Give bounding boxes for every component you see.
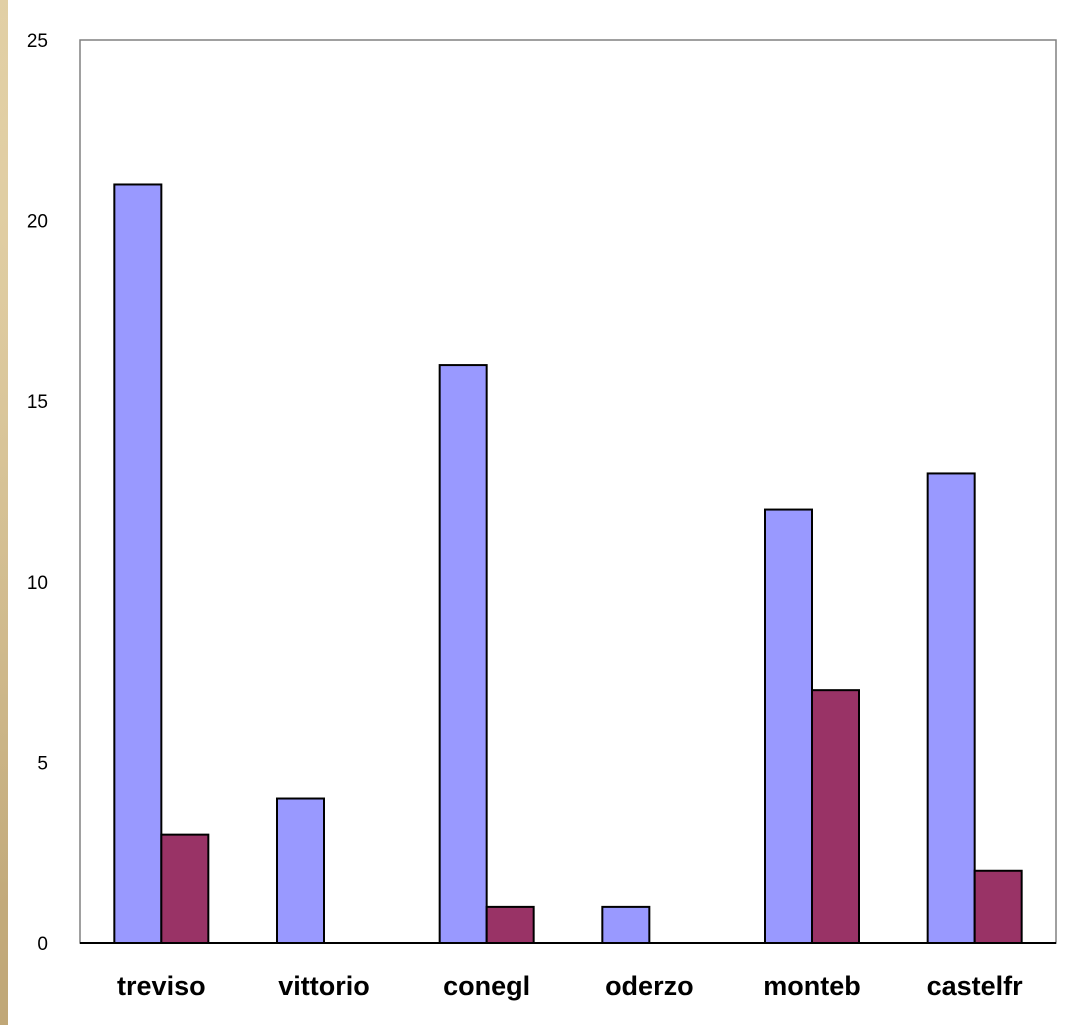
bar-monteb-series-2 (811, 689, 860, 944)
y-tick-label: 20 (27, 212, 48, 233)
x-tick-label: monteb (763, 971, 861, 1001)
plot-area (79, 39, 1057, 944)
x-tick-label: oderzo (605, 971, 694, 1001)
bar-conegl-series-2 (485, 905, 535, 945)
plot-border (79, 39, 1057, 944)
bar-oderzo-series-1 (601, 905, 651, 945)
bar-treviso-series-2 (160, 833, 210, 945)
x-tick-label: conegl (443, 971, 530, 1001)
y-tick-label: 5 (37, 753, 48, 774)
y-axis-ticks: 0 5 10 15 20 25 (27, 31, 48, 955)
x-tick-label: castelfr (927, 971, 1024, 1001)
y-tick-label: 10 (27, 573, 48, 594)
bar-castelfr-series-2 (973, 869, 1023, 945)
bar-conegl-series-1 (438, 364, 488, 944)
bars (113, 183, 1023, 945)
y-tick-label: 25 (27, 31, 48, 52)
bar-monteb-series-1 (764, 508, 813, 944)
x-axis-labels: treviso vittorio conegl oderzo monteb castelf… (117, 971, 1023, 1001)
x-tick-label: vittorio (278, 971, 370, 1001)
y-tick-label: 15 (27, 392, 48, 413)
bar-vittorio-series-1 (276, 797, 325, 945)
y-tick-label: 0 (37, 934, 48, 955)
bar-castelfr-series-1 (926, 472, 976, 944)
bar-treviso-series-1 (113, 183, 163, 945)
x-tick-label: treviso (117, 971, 206, 1001)
